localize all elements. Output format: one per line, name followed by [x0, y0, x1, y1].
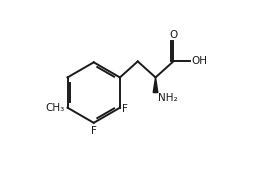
Text: CH₃: CH₃ — [46, 103, 65, 113]
Text: F: F — [122, 104, 128, 114]
Text: O: O — [169, 30, 177, 40]
Text: NH₂: NH₂ — [158, 93, 178, 103]
Text: F: F — [91, 126, 97, 136]
Polygon shape — [153, 77, 158, 93]
Text: OH: OH — [192, 56, 208, 66]
